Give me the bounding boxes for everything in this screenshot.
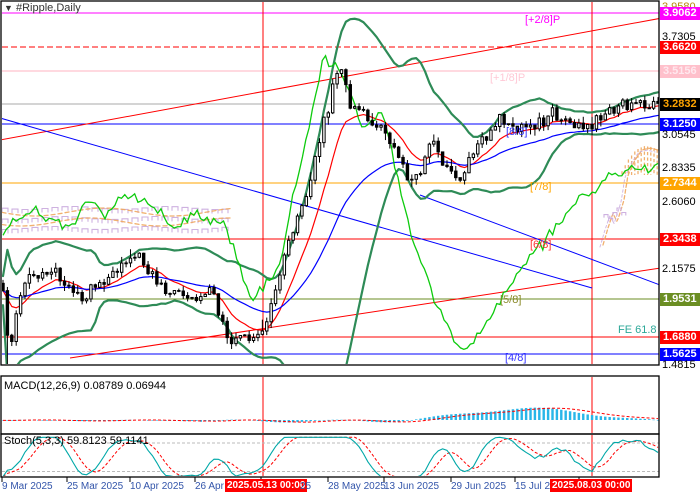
svg-text:FE 61.8: FE 61.8 xyxy=(618,324,657,336)
svg-text:[5/8]: [5/8] xyxy=(500,294,521,306)
svg-text:[+2/8]P: [+2/8]P xyxy=(525,14,560,26)
svg-text:[8/8]: [8/8] xyxy=(506,126,527,138)
svg-text:Stoch(5,3,3) 59.8123 59.1141: Stoch(5,3,3) 59.8123 59.1141 xyxy=(4,435,149,447)
svg-text:MACD(12,26,9) 0.08789 0.06944: MACD(12,26,9) 0.08789 0.06944 xyxy=(4,380,166,392)
svg-text:[+1/8]P: [+1/8]P xyxy=(490,72,525,84)
svg-text:[4/8]: [4/8] xyxy=(505,352,526,364)
svg-text:[6/8]: [6/8] xyxy=(530,239,551,251)
svg-text:[7/8]: [7/8] xyxy=(530,181,551,193)
